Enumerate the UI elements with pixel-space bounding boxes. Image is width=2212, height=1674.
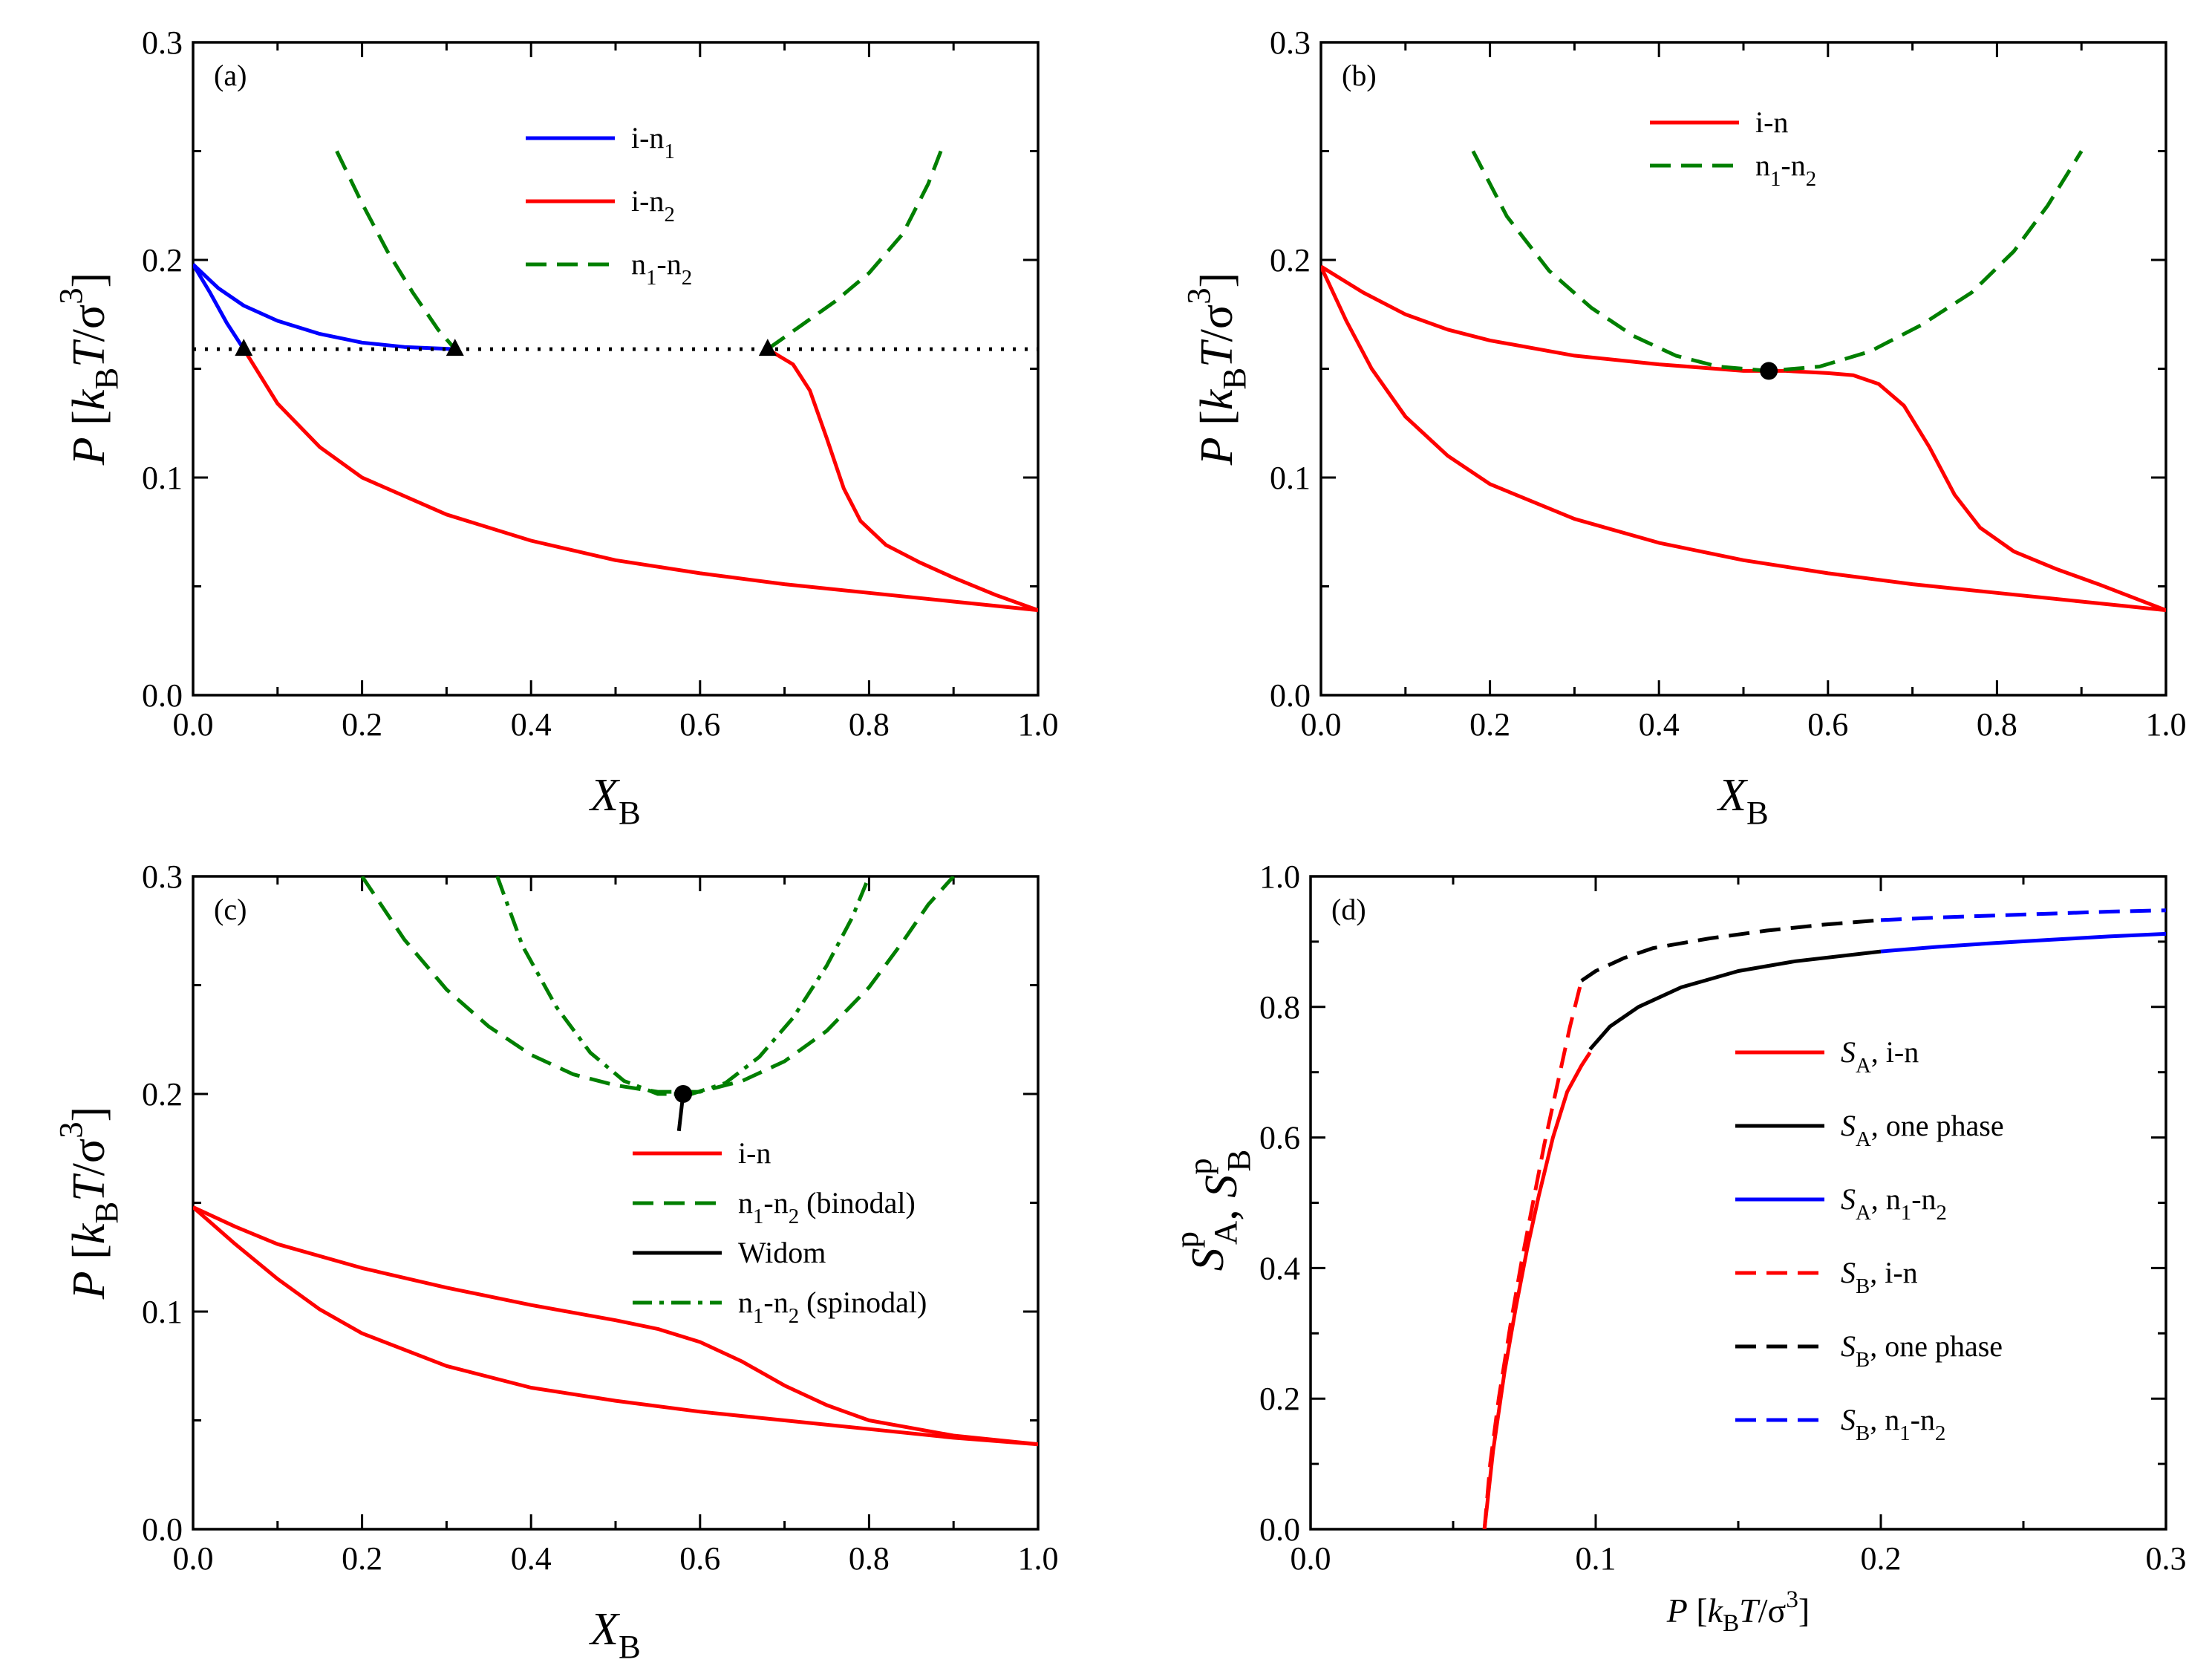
panel-label: (c) (214, 893, 247, 926)
series-i-n2-upper (766, 347, 1038, 613)
y-axis-label: P [kBT/σ3] (52, 273, 125, 466)
x-tick-label: 1.0 (1018, 1540, 1059, 1577)
legend-label: Widom (738, 1236, 826, 1269)
series-i-n-lower (193, 1205, 1038, 1447)
y-tick-label: 0.0 (142, 1511, 183, 1548)
y-tick-label: 0.2 (142, 242, 183, 279)
x-tick-label: 0.0 (1301, 706, 1342, 743)
series-i-n1-left (193, 263, 455, 351)
y-axis-label: SpA, SpB (1168, 1150, 1257, 1271)
x-tick-label: 0.2 (342, 1540, 382, 1577)
legend-label: i-n (738, 1136, 771, 1170)
y-tick-label: 0.1 (142, 1294, 183, 1330)
x-tick-label: 0.4 (511, 706, 552, 743)
x-axis-label: P [kBT/σ3] (1666, 1586, 1810, 1637)
legend-label: i-n2 (631, 184, 675, 227)
panel-label: (b) (1342, 59, 1377, 92)
legend-label: n1-n2 (binodal) (738, 1186, 916, 1228)
x-tick-label: 1.0 (1018, 706, 1059, 743)
series-s-a-one-phase (1588, 949, 1882, 1051)
x-axis-label: XB (1716, 770, 1769, 831)
x-tick-label: 0.4 (511, 1540, 552, 1577)
panel-label: (a) (214, 59, 247, 92)
legend-label: n1-n2 (1755, 149, 1816, 191)
series-s-b-one-phase (1580, 918, 1882, 983)
series-s-b-i-n (1482, 980, 1584, 1529)
triangle-marker (446, 339, 464, 356)
critical-point-marker (674, 1085, 693, 1103)
legend-label: i-n1 (631, 121, 675, 163)
x-tick-label: 0.0 (173, 1540, 214, 1577)
series-i-n-lower (1321, 265, 2166, 613)
x-tick-label: 0.8 (1977, 706, 2017, 743)
panel-d-plot: 0.0 0.1 0.2 0.3 0.0 0.2 0.4 0.6 0.8 1.0 (d) SA, i-n… (1168, 859, 2187, 1637)
x-tick-label: 0.8 (849, 1540, 890, 1577)
y-axis-label: P [kBT/σ3] (52, 1107, 125, 1300)
y-tick-label: 0.3 (142, 859, 183, 895)
y-tick-label: 0.8 (1259, 989, 1300, 1026)
legend-label: SA, i-n (1841, 1035, 1919, 1078)
series-n1-n2-right (766, 150, 943, 351)
y-tick-label: 0.2 (142, 1076, 183, 1113)
legend-label: n1-n2 (spinodal) (738, 1286, 927, 1328)
x-axis-label: XB (588, 1604, 641, 1665)
x-tick-label: 0.6 (679, 1540, 720, 1577)
y-tick-label: 0.3 (1270, 25, 1311, 61)
legend-label: SB, i-n (1841, 1256, 1918, 1298)
x-tick-label: 1.0 (2146, 706, 2187, 743)
y-tick-label: 0.2 (1259, 1381, 1300, 1417)
x-tick-label: 0.1 (1576, 1540, 1616, 1577)
series-i-n2-lower (242, 348, 1038, 613)
y-axis-label: P [kBT/σ3] (1180, 273, 1253, 466)
x-axis-label: XB (588, 770, 641, 831)
series-n1-n2-binodal (360, 876, 956, 1094)
series-s-b-n1-n2 (1880, 908, 2166, 922)
legend-label: n1-n2 (631, 247, 692, 290)
panel-d-frame (1309, 875, 2167, 1531)
y-tick-label: 0.4 (1259, 1250, 1300, 1286)
panel-a-plot: 0.0 0.2 0.4 0.6 0.8 1.0 0.0 0.1 0.2 0.3 (a) i-n1 i-n… (52, 25, 1059, 831)
x-tick-label: 0.6 (679, 706, 720, 743)
x-tick-label: 0.2 (1469, 706, 1510, 743)
y-tick-label: 0.1 (1270, 460, 1311, 496)
legend-label: SB, n1-n2 (1841, 1403, 1945, 1445)
x-tick-label: 0.0 (173, 706, 214, 743)
series-s-a-n1-n2 (1880, 931, 2166, 954)
series-i-n1-right (193, 263, 246, 351)
series-i-n-upper (1321, 264, 2166, 613)
legend-label: SA, n1-n2 (1841, 1182, 1947, 1225)
x-tick-label: 0.0 (1291, 1540, 1331, 1577)
critical-point-marker (1760, 362, 1778, 380)
y-tick-label: 0.2 (1270, 242, 1311, 279)
y-tick-label: 0.0 (1259, 1511, 1300, 1548)
legend-label: i-n (1755, 105, 1788, 139)
x-tick-label: 0.2 (1861, 1540, 1902, 1577)
x-tick-label: 0.3 (2146, 1540, 2187, 1577)
x-tick-label: 0.8 (849, 706, 890, 743)
y-tick-label: 0.6 (1259, 1120, 1300, 1156)
legend-label: SA, one phase (1841, 1109, 2004, 1151)
y-tick-label: 0.1 (142, 460, 183, 496)
triangle-marker (235, 339, 253, 356)
series-n1-n2-left (335, 150, 457, 351)
triangle-marker (758, 339, 777, 356)
x-tick-label: 0.6 (1807, 706, 1848, 743)
panel-b-plot: 0.0 0.2 0.4 0.6 0.8 1.0 0.0 0.1 0.2 0.3 (b) i-n n1-n… (1180, 25, 2187, 831)
y-tick-label: 0.0 (142, 677, 183, 714)
series-n1-n2-spinodal (495, 876, 871, 1096)
series-i-n-upper (193, 1205, 1038, 1447)
x-tick-label: 0.4 (1639, 706, 1680, 743)
y-tick-label: 0.0 (1270, 677, 1311, 714)
panel-c-plot: 0.0 0.2 0.4 0.6 0.8 1.0 0.0 0.1 0.2 0.3 (c) i-n n1-n… (52, 859, 1059, 1665)
series-s-a-i-n (1482, 1051, 1592, 1529)
y-tick-label: 0.3 (142, 25, 183, 61)
x-tick-label: 0.2 (342, 706, 382, 743)
y-tick-label: 1.0 (1259, 859, 1300, 895)
legend-label: SB, one phase (1841, 1329, 2003, 1372)
panel-label: (d) (1331, 893, 1366, 926)
